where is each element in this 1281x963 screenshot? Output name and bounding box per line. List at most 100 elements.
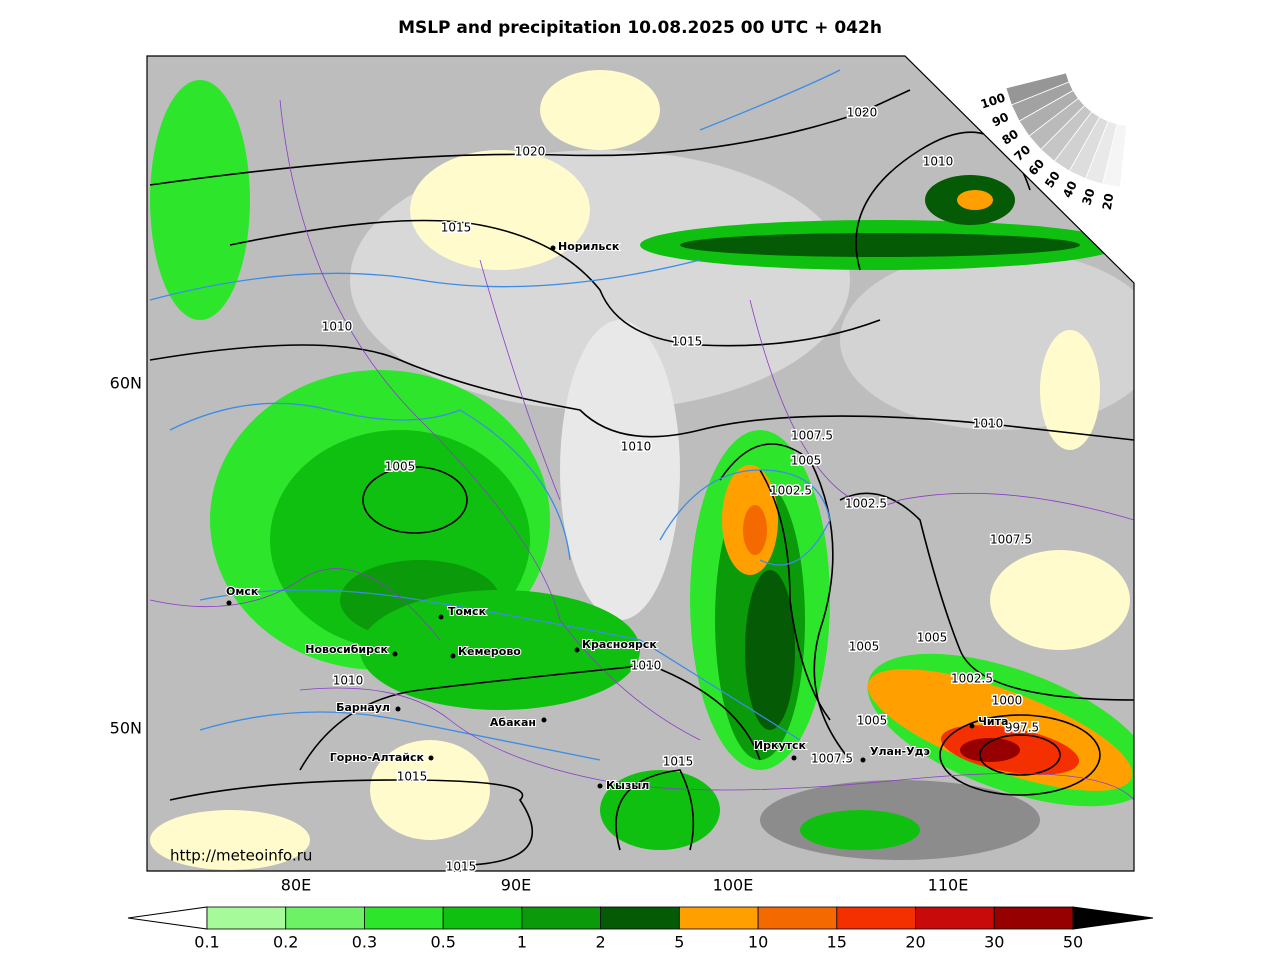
isobar-label: 1002.5 xyxy=(770,484,812,498)
isobar-label: 1002.5 xyxy=(845,497,887,511)
colorbar-label: 30 xyxy=(984,933,1004,952)
isobar-label: 1005 xyxy=(385,460,416,474)
isobar-label: 1015 xyxy=(397,770,428,784)
colorbar-label: 0.1 xyxy=(194,933,219,952)
colorbar-segment xyxy=(678,906,759,930)
cloud-label: 90 xyxy=(990,110,1011,130)
colorbar-low-end xyxy=(127,906,208,930)
colorbar-label: 2 xyxy=(596,933,606,952)
city-name: Кемерово xyxy=(458,645,521,658)
isobar-label: 1010 xyxy=(333,674,364,688)
city-marker xyxy=(226,600,232,606)
isobar-label: 1010 xyxy=(322,320,353,334)
city-name: Омск xyxy=(226,585,259,598)
colorbar-label: 20 xyxy=(905,933,925,952)
isobar-label: 1000 xyxy=(992,694,1023,708)
colorbar-segment xyxy=(442,906,523,930)
colorbar-label: 1 xyxy=(517,933,527,952)
isobar-label: 997.5 xyxy=(1005,721,1039,735)
colorbar-high-end xyxy=(1072,906,1154,930)
city-marker xyxy=(969,723,975,729)
isobar-label: 1010 xyxy=(631,659,662,673)
city-name: Улан-Удэ xyxy=(870,745,930,758)
cloud-label: 20 xyxy=(1100,192,1117,211)
isobar-label: 1007.5 xyxy=(811,752,853,766)
isobar-label: 1020 xyxy=(847,106,878,120)
labels: 1020 1020 1010 1015 1015 1010 1010 1010 1005 1007… xyxy=(110,104,1041,895)
city-name: Чита xyxy=(978,715,1008,728)
cloud-label: 60 xyxy=(1026,156,1048,178)
city-marker xyxy=(574,647,580,653)
isobar-label: 1007.5 xyxy=(791,429,833,443)
cloud-label: 80 xyxy=(999,127,1021,148)
colorbar-segment xyxy=(915,906,995,930)
city-name: Томск xyxy=(448,605,487,618)
city-marker xyxy=(541,717,547,723)
colorbar-segment xyxy=(285,906,365,930)
isobar-label: 1015 xyxy=(672,335,703,349)
city-name: Иркутск xyxy=(754,739,807,752)
isobar-label: 1010 xyxy=(923,155,954,169)
longitude-label: 110E xyxy=(928,876,969,895)
isobar-label: 1005 xyxy=(917,631,948,645)
city-marker xyxy=(550,245,556,251)
isobar-label: 1005 xyxy=(791,454,822,468)
colorbar-segment xyxy=(600,906,680,930)
map-field xyxy=(147,56,1134,871)
colorbar-label: 0.3 xyxy=(352,933,377,952)
colorbar-segment xyxy=(206,906,287,930)
isobar-label: 1015 xyxy=(441,221,472,235)
city-name: Абакан xyxy=(490,716,536,729)
colorbar-label: 0.5 xyxy=(430,933,455,952)
colorbar: 0.1 0.2 0.3 0.5 1 2 5 10 15 20 30 50 xyxy=(127,906,1154,952)
city-marker xyxy=(597,783,603,789)
city-marker xyxy=(791,755,797,761)
latitude-label: 50N xyxy=(110,719,142,738)
isobar-label: 1010 xyxy=(973,417,1004,431)
city-name: Барнаул xyxy=(336,701,390,714)
isobar-label: 1015 xyxy=(446,860,477,874)
colorbar-label: 0.2 xyxy=(273,933,298,952)
colorbar-segment xyxy=(521,906,602,930)
map-frame xyxy=(146,55,1135,872)
city-name: Кызыл xyxy=(606,779,649,792)
city-name: Норильск xyxy=(558,240,620,253)
isobar-label: 1007.5 xyxy=(990,533,1032,547)
colorbar-segment xyxy=(836,906,916,930)
longitude-label: 80E xyxy=(281,876,311,895)
city-marker xyxy=(438,614,444,620)
cloud-label: 40 xyxy=(1060,179,1080,200)
cloud-wedge xyxy=(1102,123,1128,188)
colorbar-label: 5 xyxy=(674,933,684,952)
latitude-label: 60N xyxy=(110,374,142,393)
colorbar-label: 10 xyxy=(748,933,768,952)
city-name: Красноярск xyxy=(582,638,657,651)
cloud-label: 70 xyxy=(1011,142,1033,164)
isobar-label: 1005 xyxy=(849,640,880,654)
isobar-label: 1005 xyxy=(857,714,888,728)
isobar-label: 1020 xyxy=(515,145,546,159)
source-url: http://meteoinfo.ru xyxy=(170,847,312,865)
colorbar-label: 15 xyxy=(827,933,847,952)
city-marker xyxy=(450,653,456,659)
city-marker xyxy=(395,706,401,712)
isobar-label: 1010 xyxy=(621,440,652,454)
colorbar-label: 50 xyxy=(1063,933,1083,952)
city-marker xyxy=(860,757,866,763)
cloud-label: 50 xyxy=(1042,169,1063,191)
isobar-label: 1015 xyxy=(663,755,694,769)
city-name: Горно-Алтайск xyxy=(330,751,425,764)
colorbar-segment xyxy=(757,906,838,930)
city-marker xyxy=(392,651,398,657)
longitude-label: 100E xyxy=(713,876,754,895)
cloud-label: 30 xyxy=(1079,187,1097,207)
isobar-label: 1002.5 xyxy=(951,672,993,686)
city-name: Новосибирск xyxy=(305,643,388,656)
title: MSLP and precipitation 10.08.2025 00 UTC… xyxy=(398,18,882,38)
colorbar-segment xyxy=(364,906,444,930)
city-marker xyxy=(428,755,434,761)
colorbar-segment xyxy=(993,906,1074,930)
cloud-label: 100 xyxy=(979,90,1007,111)
longitude-label: 90E xyxy=(501,876,531,895)
